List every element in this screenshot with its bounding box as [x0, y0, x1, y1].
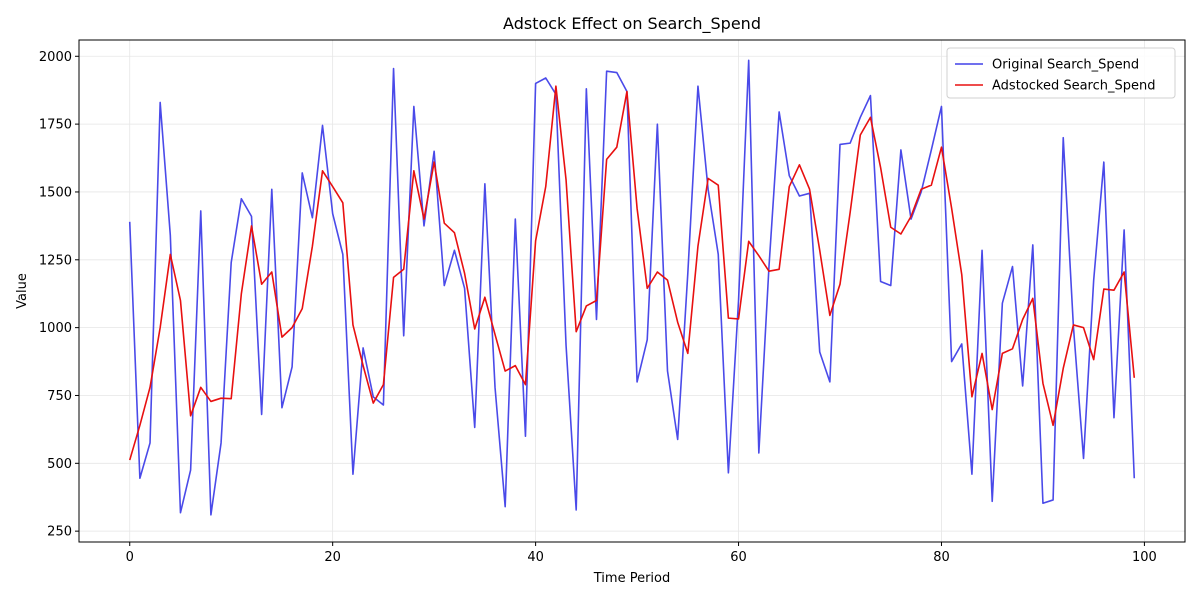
y-tick-label: 1000 [39, 321, 72, 336]
plot-frame [78, 39, 1186, 543]
chart-title: Adstock Effect on Search_Spend [503, 14, 761, 34]
y-tick-label: 1750 [39, 118, 72, 133]
x-tick-label: 20 [324, 550, 341, 565]
y-tick-label: 2000 [39, 50, 72, 65]
series-line-original [128, 59, 1136, 516]
y-tick-label: 500 [47, 457, 72, 472]
x-tick-label: 40 [527, 550, 544, 565]
y-tick-label: 1250 [39, 253, 72, 268]
x-tick-label: 100 [1132, 550, 1157, 565]
x-tick-label: 60 [730, 550, 747, 565]
legend-box [946, 47, 1176, 99]
x-tick-label: 80 [933, 550, 950, 565]
legend: Original Search_Spend Adstocked Search_Sp… [946, 47, 1176, 99]
y-tick-label: 1500 [39, 185, 72, 200]
legend-label: Adstocked Search_Spend [992, 79, 1156, 94]
x-axis-label: Time Period [593, 571, 670, 586]
series-lines [128, 59, 1136, 516]
series-line-adstocked [128, 85, 1136, 461]
y-tick-label: 750 [47, 389, 72, 404]
y-tick-label: 250 [47, 525, 72, 540]
x-tick-label: 0 [126, 550, 134, 565]
legend-label: Original Search_Spend [992, 58, 1139, 73]
y-axis-label: Value [15, 273, 30, 309]
axis-ticks: 0 20 40 60 80 100 250 500 750 1000 1250 1500 1750 200… [39, 50, 1157, 565]
